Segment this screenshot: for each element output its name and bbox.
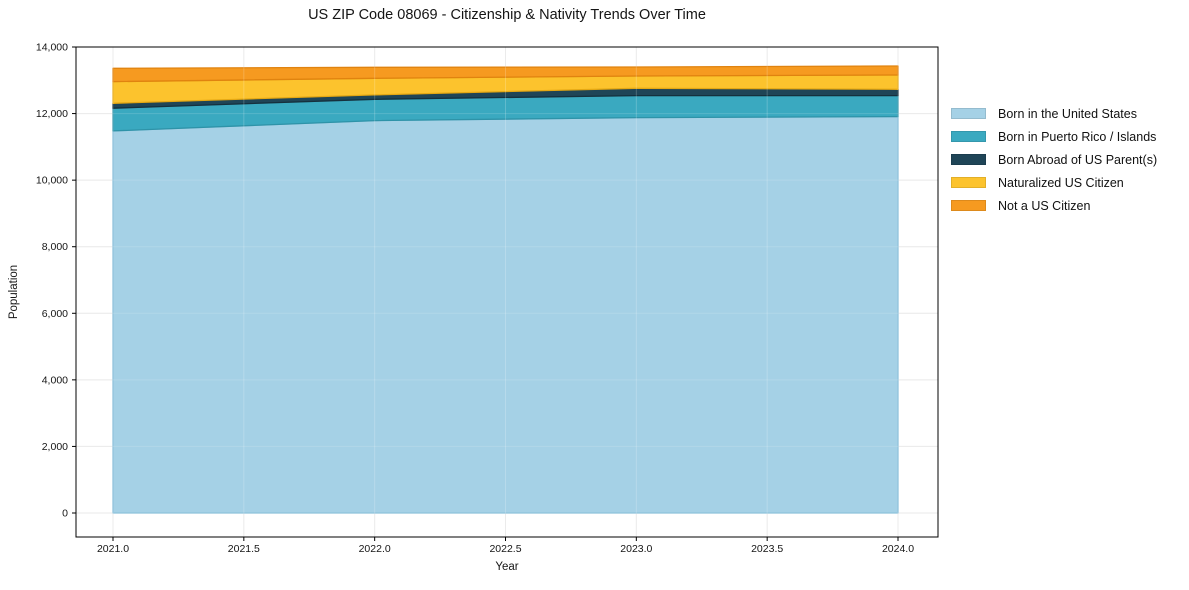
chart-title: US ZIP Code 08069 - Citizenship & Nativi…	[308, 7, 706, 23]
y-tick-label: 10,000	[36, 175, 68, 187]
y-tick-label: 6,000	[42, 308, 68, 320]
legend-item: Naturalized US Citizen	[951, 174, 1157, 191]
x-tick-label: 2023.0	[620, 543, 652, 555]
y-tick-label: 4,000	[42, 374, 68, 386]
legend-label: Born in the United States	[998, 106, 1137, 121]
legend-swatch-not-a-us-citizen	[951, 200, 986, 211]
y-tick-label: 2,000	[42, 441, 68, 453]
x-tick-label: 2023.5	[751, 543, 783, 555]
legend-item: Born Abroad of US Parent(s)	[951, 151, 1157, 168]
y-axis-label: Population	[8, 264, 20, 320]
legend-label: Born in Puerto Rico / Islands	[998, 129, 1157, 144]
y-tick-label: 14,000	[36, 42, 68, 54]
legend-label: Naturalized US Citizen	[998, 175, 1124, 190]
legend-label: Not a US Citizen	[998, 198, 1091, 213]
y-tick-label: 12,000	[36, 108, 68, 120]
legend-label: Born Abroad of US Parent(s)	[998, 152, 1158, 167]
x-tick-label: 2021.0	[97, 543, 129, 555]
legend-swatch-born-in-the-united-states	[951, 108, 986, 119]
legend-item: Not a US Citizen	[951, 197, 1157, 214]
legend-swatch-born-abroad-of-us-parent-s	[951, 154, 986, 165]
y-tick-label: 0	[62, 508, 68, 520]
plot-frame	[75, 46, 939, 538]
legend-swatch-born-in-puerto-rico-islands	[951, 131, 986, 142]
x-tick-label: 2021.5	[228, 543, 260, 555]
legend-item: Born in the United States	[951, 105, 1157, 122]
area-not-a-us-citizen	[112, 65, 899, 83]
x-axis-label: Year	[495, 561, 519, 573]
x-tick-label: 2022.0	[359, 543, 391, 555]
legend: Born in the United States Born in Puerto …	[951, 105, 1157, 214]
x-tick-label: 2022.5	[489, 543, 521, 555]
legend-swatch-naturalized-us-citizen	[951, 177, 986, 188]
x-tick-label: 2024.0	[882, 543, 914, 555]
legend-item: Born in Puerto Rico / Islands	[951, 128, 1157, 145]
y-tick-label: 8,000	[42, 241, 68, 253]
